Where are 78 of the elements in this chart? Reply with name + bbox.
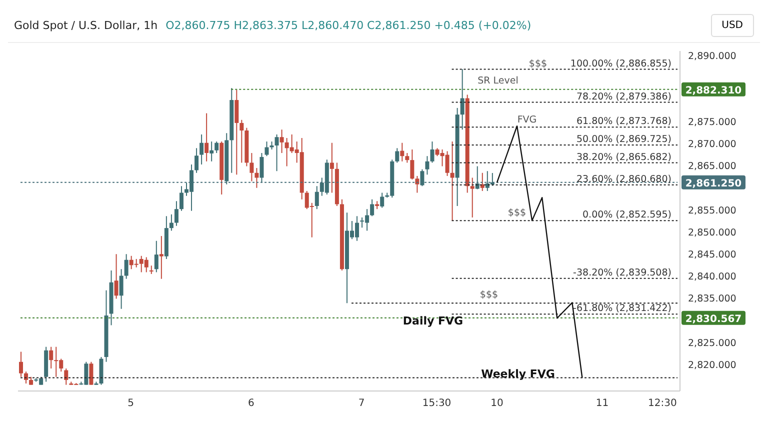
candlestick (179, 186, 184, 212)
annotation: FVG (517, 114, 537, 126)
ref-line-label: 61.80% (2,873.768) (576, 116, 672, 128)
candlestick (274, 134, 279, 172)
x-tick-label: 6 (248, 398, 254, 410)
ref-line-label: -61.80% (2,831.422) (573, 303, 672, 314)
x-tick-label: 10 (490, 398, 504, 410)
annotation: Weekly FVG (481, 368, 555, 380)
ref-line-label: 2,861.250 (685, 178, 742, 190)
y-tick-label: 2,840.000 (688, 272, 736, 283)
y-tick-label: 2,850.000 (688, 227, 736, 238)
candlestick (370, 198, 374, 217)
x-tick-label: 5 (128, 398, 134, 410)
y-tick-label: 2,870.000 (688, 139, 736, 150)
candlestick (395, 148, 400, 164)
ref-line-label: 100.00% (2,886.855) (570, 58, 672, 70)
ref-line-label: 2,882.310 (685, 85, 742, 96)
candlestick (64, 368, 68, 386)
ref-line-label: 23.60% (2,860.680) (576, 174, 672, 185)
y-tick-label: 2,865.000 (688, 161, 736, 172)
candlestick (400, 142, 404, 162)
candlestick (415, 175, 420, 194)
candlestick (114, 254, 118, 300)
y-tick-label: 2,825.000 (688, 338, 736, 349)
candlestick (314, 186, 319, 210)
candlestick (169, 214, 174, 232)
y-tick-label: 2,835.000 (688, 294, 736, 305)
candlestick (124, 254, 128, 280)
x-tick-label: 12:30 (648, 398, 677, 410)
candlestick (49, 346, 54, 369)
candlestick (405, 152, 410, 164)
annotation: Daily FVG (402, 314, 464, 328)
ref-line-label: -38.20% (2,839.508) (573, 267, 672, 278)
ref-line-label: 50.00% (2,869.725) (576, 134, 672, 145)
ref-line-label: 38.20% (2,865.682) (576, 152, 672, 163)
x-tick-label: 7 (358, 398, 365, 410)
annotation: SR Level (478, 76, 518, 86)
candlestick (264, 141, 269, 157)
x-tick-label: 15:30 (422, 398, 452, 410)
ref-line-label: 2,830.567 (685, 314, 742, 325)
annotation: $$$ (480, 290, 498, 300)
ref-line-label: 0.00% (2,852.595) (582, 210, 672, 221)
candlestick (154, 240, 158, 273)
candlestick (450, 141, 454, 222)
candlestick (234, 89, 239, 176)
candlestick (254, 168, 259, 188)
candlestick (19, 351, 23, 378)
chart-title: Gold Spot / U.S. Dollar, 1h (14, 18, 158, 32)
candlestick (89, 361, 94, 386)
candlestick (410, 148, 414, 180)
y-tick-label: 2,820.000 (688, 360, 736, 371)
annotation: $$$ (508, 208, 526, 218)
y-tick-label: 2,890.000 (688, 50, 736, 62)
annotation: $$$ (528, 58, 548, 70)
chart-subtitle: O2,860.775 H2,863.375 L2,860.470 C2,861.250 +0.485 (+0.02%) (166, 18, 532, 32)
candlestick (330, 142, 334, 194)
candlestick (119, 268, 124, 310)
candlestick (460, 68, 464, 130)
candlestick (380, 192, 384, 208)
candlestick (240, 119, 244, 164)
candlestick (214, 141, 219, 154)
candlestick (200, 134, 204, 165)
y-tick-label: 2,875.000 (688, 117, 736, 128)
candlestick (210, 141, 214, 162)
candlestick (470, 177, 474, 218)
candlestick (204, 112, 209, 162)
candlestick (174, 200, 178, 226)
candlestick (430, 141, 434, 164)
candlestick (425, 156, 430, 176)
y-tick-label: 2,855.000 (688, 205, 736, 216)
candlestick (194, 148, 199, 174)
ref-line-label: 78.20% (2,879.386) (576, 91, 672, 102)
candlestick (159, 236, 164, 280)
candlestick (280, 129, 284, 154)
candlestick (250, 152, 254, 182)
text: USD (710, 14, 754, 36)
y-tick-label: 2,845.000 (688, 249, 736, 260)
x-tick-label: 11 (596, 398, 609, 410)
